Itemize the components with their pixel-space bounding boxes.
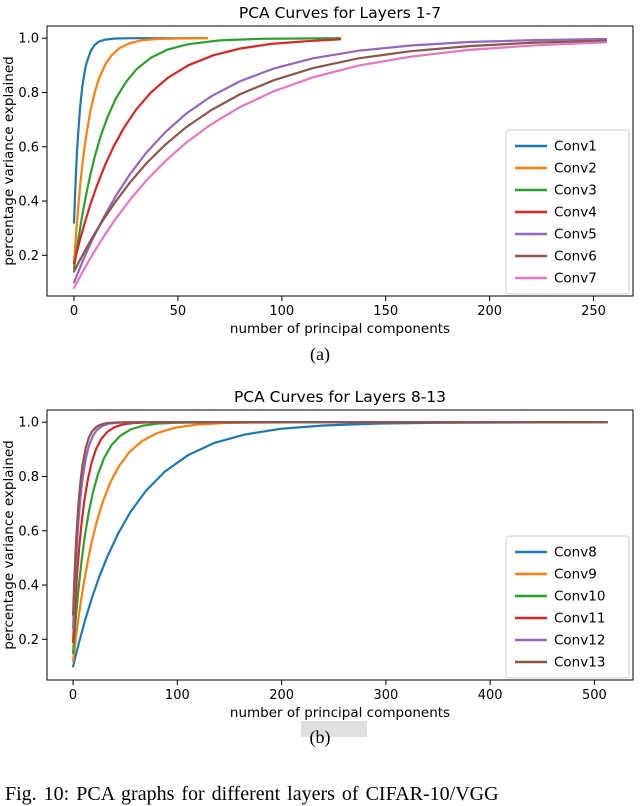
plot-border <box>46 409 634 681</box>
legend-box <box>505 129 630 295</box>
y-axis-label: percentage variance explained <box>1 440 17 649</box>
legend-label: Conv9 <box>554 567 597 583</box>
legend-label: Conv12 <box>554 633 605 649</box>
legend-label: Conv7 <box>554 271 597 287</box>
x-tick-label: 0 <box>70 304 78 319</box>
y-tick-label: 0.4 <box>18 195 39 210</box>
x-tick-label: 500 <box>582 688 607 703</box>
x-tick-label: 300 <box>373 688 398 703</box>
x-tick-label: 50 <box>170 304 187 319</box>
y-tick-label: 1.0 <box>18 416 39 431</box>
legend-label: Conv13 <box>554 655 605 671</box>
legend-label: Conv10 <box>554 589 605 605</box>
gray-highlight-artifact <box>301 721 367 737</box>
y-tick-label: 0.2 <box>18 633 39 648</box>
y-tick-label: 0.6 <box>18 140 39 155</box>
y-axis-label: percentage variance explained <box>1 56 17 265</box>
series-line-conv7 <box>72 41 608 289</box>
subfigure-caption-a: (a) <box>310 344 330 364</box>
legend-label: Conv4 <box>554 205 597 221</box>
legend-label: Conv11 <box>554 611 605 627</box>
legend-label: Conv6 <box>554 249 597 265</box>
x-tick-label: 250 <box>581 304 606 319</box>
series-line-conv13 <box>72 421 608 616</box>
x-tick-label: 150 <box>373 304 398 319</box>
series-line-conv4 <box>72 38 342 265</box>
legend-label: Conv2 <box>554 161 597 177</box>
y-tick-label: 0.2 <box>18 249 39 264</box>
y-tick-label: 1.0 <box>18 32 39 47</box>
y-tick-label: 0.4 <box>18 579 39 594</box>
series-line-conv1 <box>72 37 209 224</box>
legend-label: Conv8 <box>554 545 597 561</box>
series-line-conv6 <box>72 39 608 273</box>
legend-label: Conv1 <box>554 139 597 155</box>
x-tick-label: 200 <box>477 304 502 319</box>
x-tick-label: 0 <box>69 688 77 703</box>
x-tick-label: 400 <box>478 688 503 703</box>
legend-label: Conv3 <box>554 183 597 199</box>
x-tick-label: 100 <box>269 304 294 319</box>
series-line-conv8 <box>72 421 608 668</box>
y-tick-label: 0.8 <box>18 86 39 101</box>
pca-chart-layers-8-13: PCA Curves for Layers 8-13 0 100 200 300 400 5… <box>1 388 634 721</box>
x-tick-label: 200 <box>269 688 294 703</box>
plot-border <box>46 25 634 297</box>
legend-box <box>505 535 630 679</box>
figure-caption: Fig. 10: PCA graphs for different layers… <box>5 783 499 805</box>
subfigure-caption-b: (b) <box>309 727 331 747</box>
chart-title: PCA Curves for Layers 8-13 <box>234 388 446 406</box>
series-line-conv3 <box>72 37 342 270</box>
y-tick-label: 0.8 <box>18 470 39 485</box>
x-axis-label: number of principal components <box>230 705 450 721</box>
legend-label: Conv5 <box>554 227 597 243</box>
x-tick-label: 100 <box>165 688 190 703</box>
y-tick-label: 0.6 <box>18 524 39 539</box>
pca-chart-layers-1-7: PCA Curves for Layers 1-7 0 50 100 150 200 250… <box>1 4 634 337</box>
series-line-conv2 <box>72 37 209 265</box>
x-axis-label: number of principal components <box>230 321 450 337</box>
chart-title: PCA Curves for Layers 1-7 <box>239 4 441 22</box>
